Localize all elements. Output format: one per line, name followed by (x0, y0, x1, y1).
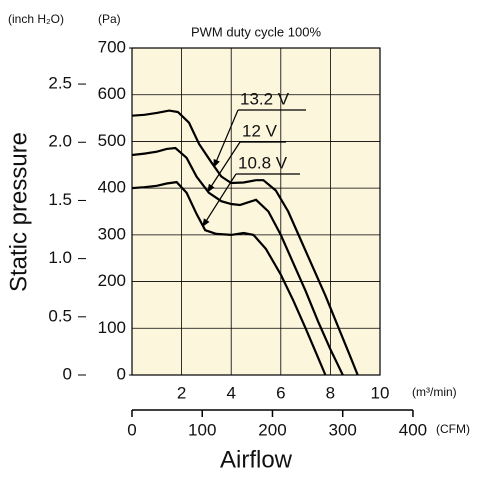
curve (131, 109, 359, 376)
series-label: 10.8 V (238, 153, 288, 172)
y-tick-label: 400 (98, 178, 126, 197)
x-tick-label: 6 (276, 383, 285, 402)
y-tick-label: 0 (117, 364, 126, 383)
x-tick-label: 8 (326, 383, 335, 402)
x2-tick-label: 200 (258, 420, 286, 439)
plot-frame (131, 47, 381, 376)
y2-tick-label: 0.5 (48, 306, 72, 325)
y-tick-label: 200 (98, 271, 126, 290)
label-leader (207, 141, 241, 193)
y2-tick-label: 2.5 (48, 74, 72, 93)
plot-area (132, 48, 380, 375)
y2-unit: (inch H₂O) (8, 12, 64, 26)
x2-tick-label: 100 (188, 420, 216, 439)
label-leader (213, 109, 239, 168)
x-tick-label: 4 (226, 383, 235, 402)
x-tick-label: 10 (371, 383, 390, 402)
y-tick-label: 100 (98, 318, 126, 337)
y-tick-label: 300 (98, 224, 126, 243)
y2-tick-label: 2.0 (48, 132, 72, 151)
y-axis-label: Static pressure (5, 132, 32, 292)
x-axis-label: Airflow (220, 446, 293, 473)
y-tick-label: 500 (98, 131, 126, 150)
y2-tick-label: 0 (63, 364, 72, 383)
x2-unit: (CFM) (436, 422, 470, 436)
y2-tick-label: 1.5 (48, 190, 72, 209)
x-tick-label: 2 (177, 383, 186, 402)
label-leader (202, 173, 237, 228)
x-unit: (m³/min) (412, 385, 457, 399)
y-unit: (Pa) (98, 12, 121, 26)
chart-title: PWM duty cycle 100% (191, 24, 321, 39)
series-label: 13.2 V (240, 89, 290, 108)
y2-tick-label: 1.0 (48, 248, 72, 267)
y-tick-label: 700 (98, 37, 126, 56)
y-tick-label: 600 (98, 84, 126, 103)
curve (131, 146, 344, 376)
x2-tick-label: 400 (399, 420, 427, 439)
series-label: 12 V (242, 121, 278, 140)
x2-tick-label: 300 (329, 420, 357, 439)
curve (131, 180, 327, 376)
x2-tick-label: 0 (127, 420, 136, 439)
